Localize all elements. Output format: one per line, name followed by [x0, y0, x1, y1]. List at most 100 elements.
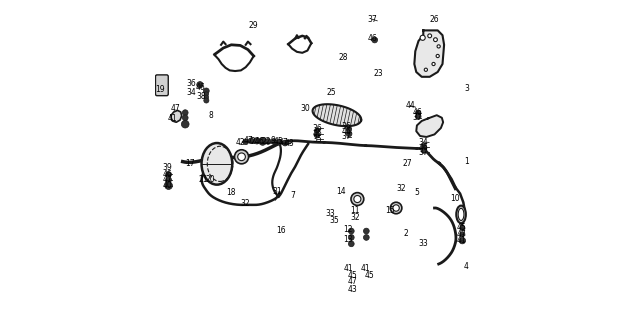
Circle shape: [253, 138, 260, 144]
Text: 3: 3: [464, 84, 469, 93]
Circle shape: [235, 150, 248, 164]
Text: 44: 44: [406, 101, 415, 110]
Circle shape: [182, 115, 188, 121]
Circle shape: [348, 235, 354, 240]
Text: 16: 16: [276, 226, 286, 235]
Circle shape: [393, 205, 399, 211]
Text: 33: 33: [325, 209, 335, 218]
Circle shape: [428, 34, 431, 38]
Text: 25: 25: [326, 88, 336, 97]
Circle shape: [238, 153, 245, 161]
Circle shape: [460, 225, 465, 230]
Text: 1: 1: [464, 157, 469, 166]
Text: 46: 46: [413, 108, 423, 117]
Text: 47: 47: [170, 104, 180, 113]
Text: 20: 20: [206, 175, 215, 184]
Text: 23: 23: [374, 69, 383, 78]
Circle shape: [314, 132, 320, 138]
Text: 46: 46: [162, 170, 172, 179]
Text: 41: 41: [361, 264, 370, 273]
FancyBboxPatch shape: [155, 75, 169, 96]
Circle shape: [432, 62, 435, 66]
Circle shape: [182, 110, 188, 116]
Circle shape: [197, 82, 203, 88]
Text: 29: 29: [249, 21, 259, 30]
Text: 43: 43: [285, 139, 294, 148]
Text: 38: 38: [196, 92, 206, 100]
Text: 24: 24: [250, 137, 260, 146]
Circle shape: [364, 235, 369, 240]
Text: 21: 21: [198, 175, 208, 184]
Text: 41: 41: [457, 236, 467, 245]
Circle shape: [459, 237, 465, 244]
Circle shape: [248, 138, 254, 144]
Text: 30: 30: [300, 104, 309, 113]
Text: 34: 34: [186, 88, 196, 97]
Circle shape: [259, 138, 267, 145]
Circle shape: [391, 202, 402, 214]
Text: 11: 11: [350, 206, 360, 215]
Circle shape: [420, 35, 425, 40]
Circle shape: [348, 241, 354, 247]
Text: 37: 37: [418, 148, 428, 157]
Circle shape: [436, 54, 439, 58]
Text: 36: 36: [312, 124, 322, 132]
Text: 45: 45: [274, 137, 284, 146]
Text: 46: 46: [312, 129, 322, 138]
Text: 45: 45: [457, 223, 467, 232]
Text: 42: 42: [236, 138, 246, 147]
Text: 47: 47: [279, 138, 288, 147]
Circle shape: [460, 232, 465, 237]
Text: 37: 37: [342, 132, 352, 141]
Circle shape: [351, 193, 364, 205]
Text: 45: 45: [365, 271, 375, 280]
Polygon shape: [416, 115, 443, 137]
Circle shape: [165, 182, 172, 189]
Text: 47: 47: [162, 175, 172, 184]
Circle shape: [354, 196, 361, 203]
Text: 10: 10: [450, 194, 460, 203]
Text: 43: 43: [347, 285, 357, 294]
Text: 32: 32: [350, 213, 360, 222]
Text: 41: 41: [167, 114, 177, 123]
Circle shape: [421, 144, 426, 149]
Ellipse shape: [201, 143, 232, 185]
Text: 46: 46: [367, 34, 377, 43]
Text: 39: 39: [162, 163, 172, 172]
Circle shape: [348, 228, 354, 234]
Polygon shape: [171, 110, 182, 122]
Text: 40: 40: [162, 181, 172, 190]
Text: 46: 46: [418, 143, 428, 152]
Circle shape: [424, 68, 428, 71]
Text: 6: 6: [259, 137, 263, 146]
Text: 33: 33: [418, 239, 428, 248]
Text: 32: 32: [240, 199, 250, 208]
Circle shape: [165, 172, 172, 177]
Circle shape: [346, 131, 352, 137]
Text: 36: 36: [186, 79, 196, 88]
Text: 7: 7: [291, 191, 295, 200]
Circle shape: [271, 139, 277, 144]
Text: 12: 12: [343, 225, 353, 234]
Text: 8: 8: [208, 111, 213, 120]
Text: 35: 35: [312, 135, 322, 144]
Text: 18: 18: [226, 188, 236, 197]
Text: 37: 37: [413, 113, 423, 122]
Circle shape: [416, 110, 421, 115]
Circle shape: [314, 128, 320, 133]
Text: 34: 34: [418, 138, 428, 147]
Circle shape: [204, 95, 209, 100]
Text: 35: 35: [330, 216, 339, 225]
Circle shape: [347, 127, 352, 132]
Text: 13: 13: [343, 236, 353, 244]
Circle shape: [364, 228, 369, 234]
Text: 15: 15: [385, 206, 394, 215]
Text: 46: 46: [342, 127, 352, 136]
Circle shape: [421, 148, 427, 153]
Text: 2: 2: [403, 229, 408, 238]
Text: 27: 27: [403, 159, 412, 168]
Circle shape: [265, 139, 271, 144]
Text: 28: 28: [338, 53, 348, 62]
Text: 47: 47: [457, 230, 467, 239]
Text: 46: 46: [196, 83, 206, 92]
